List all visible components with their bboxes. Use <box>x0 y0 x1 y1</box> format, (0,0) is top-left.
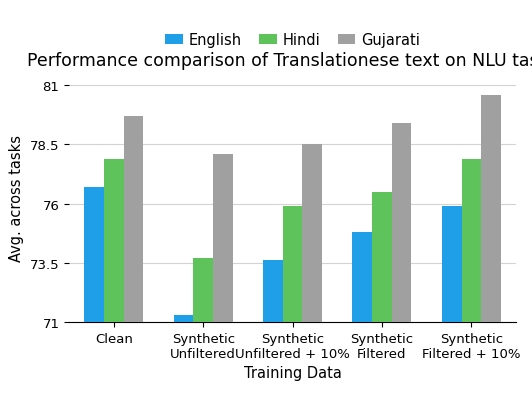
Bar <box>85 188 104 413</box>
Bar <box>302 145 322 413</box>
Legend: English, Hindi, Gujarati: English, Hindi, Gujarati <box>160 27 426 54</box>
X-axis label: Training Data: Training Data <box>244 366 342 380</box>
Bar <box>353 233 372 413</box>
Bar <box>481 95 501 413</box>
Bar <box>462 159 481 413</box>
Bar <box>392 124 411 413</box>
Bar <box>213 154 232 413</box>
Bar <box>123 117 143 413</box>
Bar <box>194 259 213 413</box>
Bar <box>372 192 392 413</box>
Bar <box>442 206 462 413</box>
Title: Performance comparison of Translationese text on NLU tasks: Performance comparison of Translationese… <box>27 52 532 70</box>
Bar <box>283 206 302 413</box>
Bar <box>174 315 194 413</box>
Bar <box>104 159 123 413</box>
Y-axis label: Avg. across tasks: Avg. across tasks <box>9 135 24 261</box>
Bar <box>263 261 283 413</box>
